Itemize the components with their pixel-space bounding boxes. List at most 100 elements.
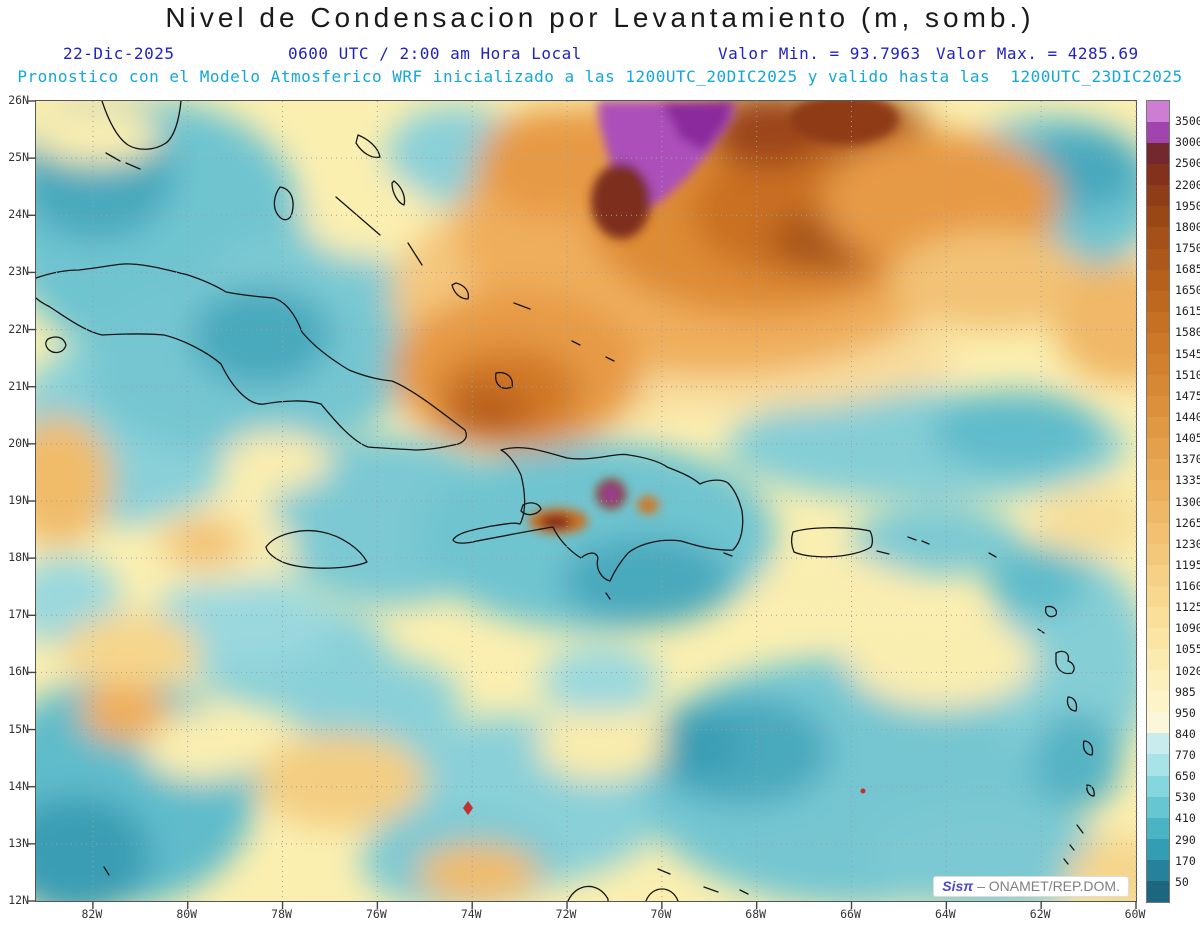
lat-tick-label: 22N — [8, 321, 29, 336]
lon-tick-label: 78W — [271, 907, 292, 921]
lat-tick-label: 21N — [8, 378, 29, 393]
colorbar-label: 1090 — [1175, 621, 1200, 636]
lat-tick-label: 19N — [8, 493, 29, 507]
colorbar-label: 1800 — [1175, 219, 1200, 234]
coast-florida-keys — [105, 152, 141, 170]
valid-time: 0600 UTC / 2:00 am Hora Local — [288, 44, 582, 63]
colorbar-label: 985 — [1175, 684, 1196, 699]
colorbar-cell — [1147, 227, 1169, 249]
colorbar-cell — [1147, 353, 1169, 376]
lon-tick-label: 74W — [460, 907, 482, 921]
colorbar-cell — [1147, 838, 1169, 860]
marker-diamond — [463, 801, 473, 815]
lon-tick-label: 76W — [365, 907, 387, 921]
colorbar-cell — [1147, 627, 1169, 650]
colorbar-label: 1370 — [1175, 452, 1200, 467]
colorbar-label: 1580 — [1175, 325, 1200, 340]
colorbar-cell — [1147, 712, 1169, 734]
colorbar-cell — [1147, 585, 1169, 607]
colorbar-cell — [1147, 796, 1169, 818]
colorbar-cell — [1147, 459, 1169, 481]
colorbar-label: 1335 — [1175, 473, 1200, 488]
colorbar-cell — [1147, 417, 1169, 439]
lat-tick-label: 24N — [8, 207, 29, 222]
lat-tick-label: 17N — [8, 607, 29, 622]
colorbar-label: 1300 — [1175, 494, 1200, 509]
colorbar-label: 950 — [1175, 705, 1196, 720]
watermark: Sisπ – ONAMET/REP.DOM. — [934, 877, 1128, 896]
meta-row: 22-Dic-2025 0600 UTC / 2:00 am Hora Loca… — [0, 44, 1200, 64]
colorbar-cell — [1147, 775, 1169, 797]
colorbar-cell — [1147, 332, 1169, 354]
colorbar-cell — [1147, 375, 1169, 397]
colorbar-label: 1950 — [1175, 198, 1200, 213]
colorbar-cell — [1147, 248, 1169, 270]
colorbar-label: 3500 — [1175, 114, 1200, 129]
lat-tick-label: 25N — [8, 150, 29, 165]
lon-tick-label: 66W — [840, 907, 861, 921]
colorbar-cell — [1147, 543, 1169, 565]
colorbar-cell — [1147, 101, 1169, 123]
colorbar-label: 1475 — [1175, 388, 1200, 403]
value-max: Valor Max. = 4285.69 — [936, 44, 1139, 63]
map-frame: Sisπ – ONAMET/REP.DOM. — [28, 100, 1137, 909]
colorbar-label: 1750 — [1175, 240, 1200, 255]
lat-tick-label: 12N — [8, 893, 29, 907]
extreme-regions — [528, 101, 899, 534]
colorbar-cell — [1147, 206, 1169, 228]
lon-tick-label: 60W — [1124, 907, 1146, 921]
lon-tick-label: 72W — [555, 907, 577, 921]
coast-isla-juventud — [45, 336, 67, 354]
colorbar-label: 1615 — [1175, 304, 1200, 319]
forecast-line: Pronostico con el Modelo Atmosferico WRF… — [17, 67, 1183, 86]
coast-jamaica — [265, 530, 368, 569]
colorbar-cell — [1147, 670, 1169, 692]
lat-tick-label: 18N — [8, 550, 29, 565]
lat-axis: 26N 25N 24N 23N 22N 21N 20N 19N 18N 17N 16N 15N 14N 1… — [0, 93, 31, 907]
coast-cuba — [36, 263, 467, 451]
colorbar-label: 1650 — [1175, 283, 1200, 298]
lat-tick-label: 13N — [8, 835, 29, 850]
colorbar-cell — [1147, 164, 1169, 186]
colorbar-cell — [1147, 606, 1169, 628]
colorbar-label: 50 — [1175, 874, 1189, 889]
colorbar-cell — [1147, 311, 1169, 333]
colorbar-label: 2200 — [1175, 177, 1200, 192]
colorbar-cells — [1146, 100, 1170, 903]
lat-tick-label: 14N — [8, 778, 29, 793]
colorbar-label: 1545 — [1175, 346, 1200, 361]
marker-dot — [860, 788, 866, 794]
lon-tick-label: 82W — [81, 907, 103, 921]
colorbar-cell — [1147, 122, 1169, 144]
colorbar-cell — [1147, 396, 1169, 418]
lon-tick-label: 70W — [650, 907, 672, 921]
coast-hispaniola — [452, 446, 744, 582]
lat-tick-label: 16N — [8, 664, 29, 679]
page-title: Nivel de Condensacion por Levantamiento … — [165, 2, 1035, 33]
colorbar-cell — [1147, 501, 1169, 523]
lon-tick-label: 62W — [1029, 907, 1051, 921]
colorbar-label: 3000 — [1175, 135, 1200, 150]
colorbar-label: 1195 — [1175, 557, 1200, 572]
colorbar-cell — [1147, 691, 1169, 713]
value-markers — [463, 788, 866, 815]
colorbar-cell — [1147, 649, 1169, 671]
colorbar-cell — [1147, 564, 1169, 586]
lon-axis: 82W 80W 78W 76W 74W 72W 70W 68W 66W 64W 62W 60W — [35, 903, 1146, 925]
colorbar-cell — [1147, 143, 1169, 165]
colorbar-cell — [1147, 269, 1169, 291]
colorbar-cell — [1147, 290, 1169, 312]
lat-tick-label: 15N — [8, 721, 29, 736]
lat-tick-label: 26N — [8, 93, 29, 107]
colorbar-label: 840 — [1175, 726, 1196, 741]
colorbar-labels: 3500 3000 2500 2200 1950 1800 1750 1685 1650 1615… — [1175, 100, 1200, 903]
colorbar-cell — [1147, 880, 1169, 902]
map-canvas — [36, 101, 1136, 901]
colorbar-label: 410 — [1175, 811, 1196, 826]
coast-gonave — [520, 502, 542, 516]
lon-tick-label: 80W — [176, 907, 198, 921]
watermark-brand: Sisπ — [942, 878, 974, 894]
colorbar-cell — [1147, 438, 1169, 460]
colorbar-label: 1055 — [1175, 642, 1200, 657]
